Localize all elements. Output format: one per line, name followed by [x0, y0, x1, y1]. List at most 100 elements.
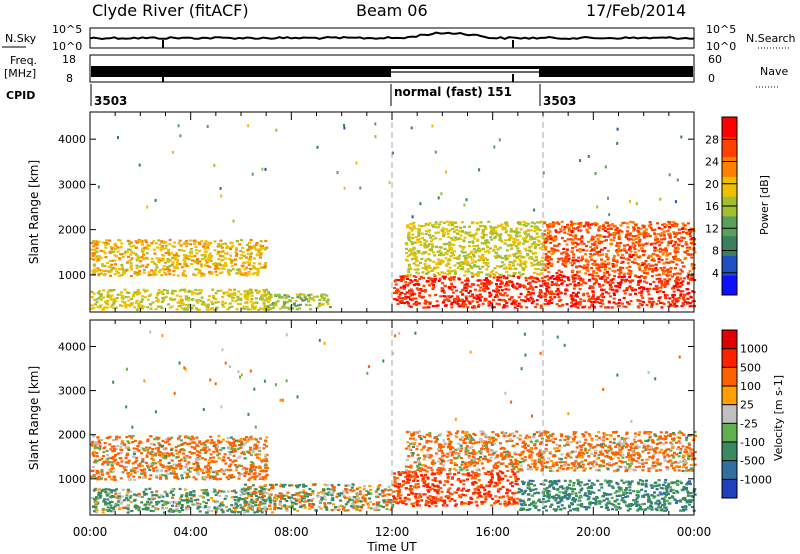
- data-cell: [407, 304, 411, 307]
- data-cell: [620, 230, 624, 233]
- data-cell: [423, 246, 427, 249]
- data-cell: [569, 261, 573, 264]
- data-cell: [267, 496, 271, 499]
- data-cell: [586, 224, 590, 228]
- data-cell: [130, 251, 134, 254]
- data-cell: [606, 249, 610, 252]
- data-cell: [133, 306, 137, 309]
- data-cell: [155, 474, 158, 477]
- data-cell: [227, 447, 231, 450]
- data-cell: [471, 275, 475, 278]
- data-cell: [454, 271, 457, 274]
- data-cell: [90, 248, 94, 251]
- data-cell: [672, 257, 676, 260]
- data-cell: [460, 281, 464, 284]
- data-cell: [461, 251, 465, 254]
- data-cell: [563, 226, 567, 229]
- data-cell: [552, 251, 556, 254]
- data-cell: [451, 221, 455, 224]
- data-cell: [653, 228, 657, 231]
- data-cell: [221, 267, 225, 270]
- data-cell: [97, 493, 101, 496]
- data-cell: [579, 279, 582, 282]
- data-cell: [222, 291, 226, 294]
- data-cell: [503, 300, 507, 303]
- data-cell: [546, 236, 550, 239]
- data-cell: [174, 449, 178, 452]
- data-cell: [242, 261, 246, 264]
- data-cell: [193, 446, 197, 449]
- data-cell: [612, 256, 616, 260]
- data-cell: [472, 237, 476, 240]
- data-cell: [658, 255, 662, 258]
- data-cell: [192, 240, 196, 243]
- data-cell: [641, 270, 645, 273]
- data-cell: [519, 306, 523, 309]
- data-cell: [498, 236, 502, 239]
- data-cell: [654, 263, 658, 266]
- data-cell: [630, 287, 634, 290]
- data-cell: [595, 271, 599, 274]
- data-cell: [177, 465, 180, 468]
- data-cell: [475, 297, 479, 300]
- data-cell: [644, 265, 648, 269]
- data-cell: [109, 470, 113, 473]
- data-cell: [649, 255, 653, 258]
- data-cell: [450, 303, 454, 306]
- data-cell: [606, 281, 610, 284]
- data-cell: [315, 306, 319, 309]
- data-cell: [584, 272, 588, 275]
- data-cell: [358, 490, 362, 493]
- data-cell: [626, 243, 630, 247]
- data-cell: [219, 259, 223, 262]
- data-cell: [129, 262, 133, 265]
- data-cell: [144, 446, 148, 449]
- data-cell: [95, 476, 99, 480]
- data-cell: [96, 437, 100, 440]
- data-cell: [99, 256, 103, 259]
- data-cell: [409, 249, 413, 252]
- data-cell: [546, 266, 550, 269]
- data-cell: [194, 478, 198, 481]
- data-cell: [529, 238, 533, 241]
- data-cell: [515, 227, 519, 230]
- data-cell: [151, 505, 155, 508]
- data-cell: [204, 240, 208, 243]
- data-cell: [186, 299, 190, 302]
- data-cell: [647, 300, 651, 303]
- data-cell: [137, 442, 141, 445]
- data-cell: [547, 271, 551, 274]
- data-cell: [113, 267, 117, 270]
- data-cell: [224, 462, 228, 465]
- data-cell: [540, 260, 544, 263]
- data-cell: [418, 277, 422, 280]
- data-cell: [424, 306, 428, 309]
- data-cell: [424, 258, 428, 261]
- data-cell: [600, 276, 604, 279]
- data-cell: [488, 274, 492, 277]
- data-cell: [461, 266, 465, 269]
- data-cell: [260, 461, 264, 464]
- data-cell: [620, 276, 624, 279]
- data-cell: [120, 274, 124, 277]
- data-cell: [258, 453, 262, 456]
- data-cell: [127, 299, 131, 302]
- data-cell: [229, 443, 233, 446]
- data-cell: [532, 300, 535, 303]
- data-cell: [407, 274, 410, 277]
- data-cell: [121, 300, 125, 303]
- data-cell: [154, 308, 158, 311]
- data-cell: [490, 302, 494, 305]
- data-cell: [191, 466, 195, 469]
- data-cell: [405, 291, 409, 294]
- data-cell: [192, 452, 196, 455]
- data-cell: [491, 232, 495, 235]
- data-cell: [650, 259, 654, 262]
- data-cell: [675, 234, 678, 237]
- data-cell: [464, 283, 468, 286]
- data-cell: [665, 268, 669, 272]
- data-cell: [195, 252, 199, 255]
- data-cell: [494, 245, 497, 248]
- data-cell: [674, 251, 678, 254]
- data-cell: [254, 475, 258, 478]
